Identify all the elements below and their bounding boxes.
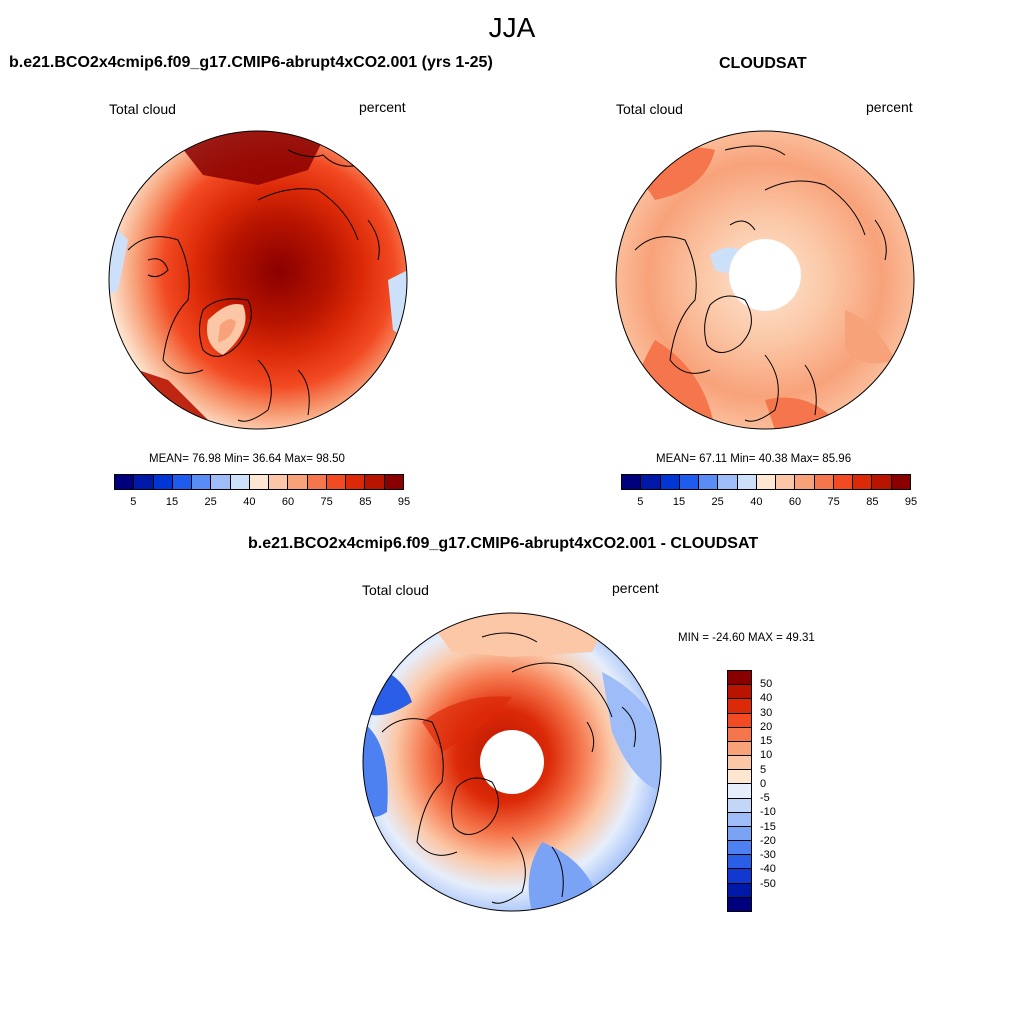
obs-colorbar-swatch xyxy=(776,475,796,489)
obs-colorbar-swatch xyxy=(795,475,815,489)
diff-colorbar-swatch xyxy=(728,756,751,771)
diff-colorbar-swatch xyxy=(728,741,751,757)
diff-colorbar-swatch xyxy=(728,869,751,884)
obs-colorbar-swatch xyxy=(718,475,738,489)
diff-colorbar-swatch xyxy=(728,841,751,856)
obs-colorbar-tick-label: 15 xyxy=(672,496,686,508)
model-units-label: percent xyxy=(359,99,406,115)
diff-colorbar-tick-label: -20 xyxy=(760,834,776,847)
model-colorbar-tick-label: 15 xyxy=(165,496,179,508)
diff-colorbar-tick-label: 50 xyxy=(760,678,773,691)
obs-colorbar-swatch xyxy=(833,475,854,489)
model-colorbar-swatch xyxy=(326,475,347,489)
obs-left-label: Total cloud xyxy=(616,101,683,117)
model-colorbar-tick-label: 85 xyxy=(359,496,372,508)
model-colorbar-swatch xyxy=(172,475,193,489)
obs-colorbar-tick-label: 40 xyxy=(750,496,763,508)
diff-colorbar-swatch xyxy=(728,826,751,842)
diff-stats: MIN = -24.60 MAX = 49.31 xyxy=(678,632,815,644)
model-colorbar-swatch xyxy=(134,475,154,489)
diff-colorbar-swatch xyxy=(728,798,751,813)
diff-colorbar-swatch xyxy=(728,812,751,827)
diff-colorbar-swatch xyxy=(728,883,751,898)
obs-colorbar-tick-label: 25 xyxy=(711,496,724,508)
obs-colorbar-swatch xyxy=(872,475,892,489)
diff-colorbar-tick-label: 40 xyxy=(760,692,773,705)
obs-colorbar-tick-label: 95 xyxy=(904,496,918,508)
obs-colorbar-swatch xyxy=(660,475,680,489)
obs-colorbar-swatch xyxy=(814,475,834,489)
diff-units-label: percent xyxy=(612,580,659,596)
diff-colorbar-tick-label: -50 xyxy=(760,877,776,890)
model-colorbar-swatch xyxy=(230,475,250,489)
model-left-label: Total cloud xyxy=(109,101,176,117)
diff-colorbar-tick-label: 15 xyxy=(760,735,773,748)
diff-colorbar-swatch xyxy=(728,855,751,870)
obs-colorbar xyxy=(621,474,911,490)
obs-colorbar-swatch xyxy=(891,475,910,489)
diff-colorbar-tick-label: 20 xyxy=(760,720,773,733)
model-colorbar-tick-label: 95 xyxy=(397,496,411,508)
diff-colorbar-tick-label: 30 xyxy=(760,706,773,719)
obs-colorbar-swatch xyxy=(756,475,777,489)
diff-colorbar-swatch xyxy=(728,713,751,728)
model-colorbar-swatch xyxy=(249,475,270,489)
diff-colorbar-swatch xyxy=(728,784,751,799)
model-colorbar-swatch xyxy=(384,475,403,489)
diff-left-label: Total cloud xyxy=(362,582,429,598)
diff-colorbar-tick-label: 0 xyxy=(760,777,767,790)
model-panel-title: b.e21.BCO2x4cmip6.f09_g17.CMIP6-abrupt4x… xyxy=(9,54,493,71)
model-colorbar-swatch xyxy=(365,475,385,489)
obs-colorbar-swatch xyxy=(679,475,700,489)
diff-colorbar-swatch xyxy=(728,685,751,700)
diff-panel-title: b.e21.BCO2x4cmip6.f09_g17.CMIP6-abrupt4x… xyxy=(248,535,759,552)
model-colorbar-swatch xyxy=(307,475,327,489)
model-colorbar-tick-label: 25 xyxy=(204,496,217,508)
model-colorbar-tick-label: 60 xyxy=(281,496,295,508)
model-colorbar-tick-label: 40 xyxy=(243,496,256,508)
model-colorbar-swatch xyxy=(153,475,173,489)
model-colorbar-tick-label: 75 xyxy=(320,496,333,508)
obs-panel-title: CLOUDSAT xyxy=(719,55,807,72)
obs-colorbar-swatch xyxy=(641,475,661,489)
diff-colorbar-tick-label: 10 xyxy=(760,749,773,762)
obs-polar-map xyxy=(615,130,915,430)
diff-colorbar-tick-label: -40 xyxy=(760,863,776,876)
model-colorbar-swatch xyxy=(211,475,231,489)
obs-colorbar-swatch xyxy=(853,475,873,489)
figure-title: JJA xyxy=(488,12,536,43)
obs-colorbar-swatch xyxy=(737,475,757,489)
obs-colorbar-swatch xyxy=(622,475,642,489)
obs-colorbar-tick-label: 60 xyxy=(788,496,802,508)
obs-stats: MEAN= 67.11 Min= 40.38 Max= 85.96 xyxy=(656,453,852,465)
diff-polar-map xyxy=(362,612,662,912)
diff-colorbar-tick-label: -15 xyxy=(760,820,776,833)
model-stats: MEAN= 76.98 Min= 36.64 Max= 98.50 xyxy=(149,453,345,465)
model-colorbar-swatch xyxy=(269,475,289,489)
model-colorbar-swatch xyxy=(192,475,212,489)
model-colorbar-swatch xyxy=(288,475,308,489)
model-colorbar-swatch xyxy=(115,475,135,489)
obs-colorbar-tick-label: 75 xyxy=(827,496,840,508)
diff-colorbar-tick-label: -10 xyxy=(760,806,776,819)
model-colorbar-swatch xyxy=(346,475,366,489)
obs-colorbar-tick-label: 85 xyxy=(866,496,879,508)
model-colorbar-tick-label: 5 xyxy=(130,496,137,508)
diff-colorbar-tick-label: -30 xyxy=(760,849,776,862)
diff-colorbar-swatch xyxy=(728,897,751,911)
model-polar-map xyxy=(108,130,408,430)
obs-colorbar-tick-label: 5 xyxy=(637,496,644,508)
diff-colorbar-swatch xyxy=(728,671,751,686)
obs-colorbar-swatch xyxy=(699,475,719,489)
diff-colorbar-swatch xyxy=(728,770,751,785)
obs-units-label: percent xyxy=(866,99,913,115)
model-colorbar xyxy=(114,474,404,490)
diff-colorbar-swatch xyxy=(728,699,751,714)
diff-colorbar-tick-label: 5 xyxy=(760,763,767,776)
diff-colorbar-tick-label: -5 xyxy=(760,792,770,805)
diff-colorbar-swatch xyxy=(728,727,751,742)
diff-colorbar xyxy=(727,670,752,912)
